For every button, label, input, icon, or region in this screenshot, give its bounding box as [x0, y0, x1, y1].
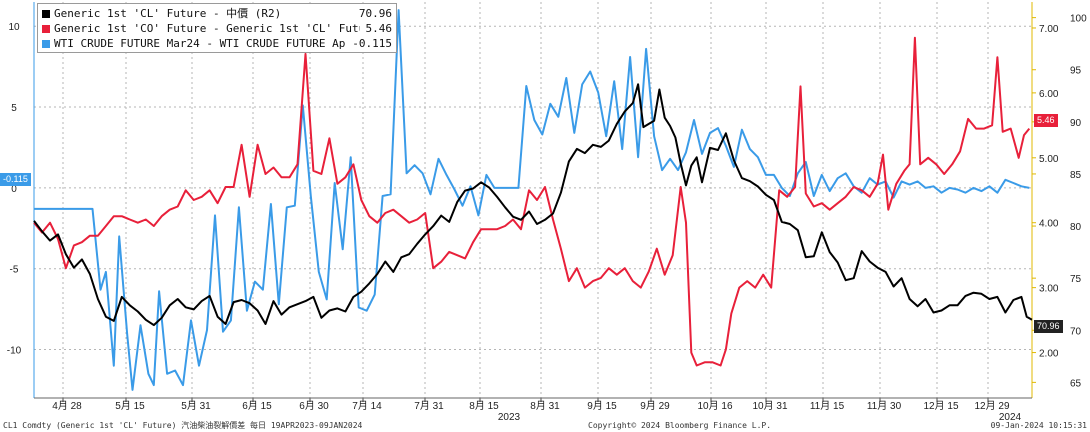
- left-tick-label: -5: [10, 265, 19, 276]
- x-tick-label: 5月 31: [181, 400, 211, 412]
- x-tick-label: 7月 31: [414, 400, 444, 412]
- tick-labels: 10 5 0 -5 -10 4月 28 5月 15 5月 31 6月 15 6月 30 7月 14 7…: [7, 14, 1087, 423]
- r2-tick-label: 85: [1070, 170, 1082, 181]
- r2-tick-label: 80: [1070, 222, 1082, 233]
- r1-tick-label: 5.00: [1039, 154, 1059, 165]
- footer-copyright: Copyright© 2024 Bloomberg Finance L.P.: [588, 421, 772, 430]
- series-line-co-cl-spread: [33, 36, 1031, 367]
- x-tick-label: 12月 15: [923, 400, 958, 412]
- year-label: 2024: [999, 412, 1022, 423]
- x-tick-label: 10月 31: [752, 400, 787, 412]
- legend-label: WTI CRUDE FUTURE Mar24 - WTI CRUDE FUTUR…: [54, 37, 346, 50]
- x-tick-label: 7月 14: [352, 400, 382, 412]
- r2-tick-label: 70: [1070, 326, 1082, 337]
- series-line-cl-mid: [33, 83, 1033, 327]
- left-axis-value-tag: -0.115: [0, 173, 31, 186]
- legend-value: -0.115: [352, 37, 392, 50]
- legend-swatch: [42, 24, 50, 33]
- left-tick-label: 0: [11, 184, 17, 195]
- r2-tick-label: 75: [1070, 274, 1082, 285]
- r1-axis-value-tag: 5.46: [1034, 114, 1058, 127]
- year-label: 2023: [498, 412, 521, 423]
- r2-tick-label: 65: [1070, 378, 1082, 389]
- footer: CL1 Comdty (Generic 1st 'CL' Future) 汽油柴…: [0, 419, 1090, 432]
- axes: [33, 2, 1036, 402]
- grid-lines: [34, 2, 1032, 398]
- legend-entry: WTI CRUDE FUTURE Mar24 - WTI CRUDE FUTUR…: [42, 36, 392, 51]
- x-tick-label: 11月 15: [810, 400, 845, 412]
- r2-tick-label: 95: [1070, 66, 1082, 77]
- plot-area: [34, 2, 1032, 398]
- x-tick-label: 12月 29: [974, 400, 1009, 412]
- r1-tick-label: 7.00: [1039, 24, 1059, 35]
- r2-tick-label: 90: [1070, 118, 1082, 129]
- r1-tick-label: 6.00: [1039, 89, 1059, 100]
- legend: Generic 1st 'CL' Future - 中價 (R2) 70.96 …: [37, 3, 397, 53]
- legend-entry: Generic 1st 'CL' Future - 中價 (R2) 70.96: [42, 6, 392, 21]
- x-tick-label: 6月 30: [299, 400, 329, 412]
- r2-axis-value-tag: 70.96: [1034, 320, 1063, 333]
- r1-tick-label: 4.00: [1039, 219, 1059, 230]
- legend-label: Generic 1st 'CL' Future - 中價 (R2): [54, 7, 282, 20]
- footer-timestamp: 09-Jan-2024 10:15:31: [990, 421, 1087, 430]
- legend-value: 5.46: [365, 22, 393, 35]
- x-tick-label: 11月 30: [867, 400, 902, 412]
- legend-swatch: [42, 9, 50, 18]
- x-tick-label: 10月 16: [697, 400, 732, 412]
- series-lines: [33, 9, 1033, 391]
- r2-tick-label: 100: [1070, 14, 1087, 25]
- r1-tick-label: 3.00: [1039, 284, 1059, 295]
- x-tick-label: 6月 15: [242, 400, 272, 412]
- x-tick-label: 8月 31: [530, 400, 560, 412]
- series-line-wti-calendar-spread: [34, 9, 1030, 391]
- left-tick-label: 10: [8, 22, 20, 33]
- left-tick-label: -10: [7, 346, 22, 357]
- x-tick-label: 8月 15: [469, 400, 499, 412]
- x-tick-label: 4月 28: [52, 400, 82, 412]
- left-tick-label: 5: [11, 103, 17, 114]
- x-tick-label: 9月 15: [587, 400, 617, 412]
- legend-entry: Generic 1st 'CO' Future - Generic 1st 'C…: [42, 21, 392, 36]
- r1-tick-label: 2.00: [1039, 349, 1059, 360]
- footer-source: CL1 Comdty (Generic 1st 'CL' Future) 汽油柴…: [3, 421, 363, 430]
- x-tick-label: 9月 29: [640, 400, 670, 412]
- legend-label: Generic 1st 'CO' Future - Generic 1st 'C…: [54, 22, 360, 35]
- legend-value: 70.96: [358, 7, 392, 20]
- x-tick-label: 5月 15: [115, 400, 145, 412]
- legend-swatch: [42, 39, 50, 48]
